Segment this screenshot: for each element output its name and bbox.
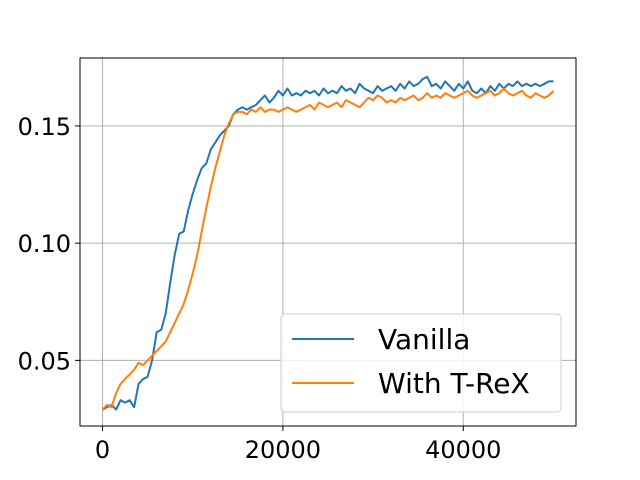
series-line-vanilla: [102, 75, 554, 411]
axis-ticks: 0 20000 40000 0.05 0.10 0.15: [18, 113, 502, 464]
x-tick-label: 40000: [425, 436, 501, 464]
x-tick-label: 20000: [245, 436, 321, 464]
legend: Vanilla With T-ReX: [280, 313, 562, 413]
legend-label-vanilla: Vanilla: [378, 323, 470, 356]
legend-label-with-t-rex: With T-ReX: [378, 367, 530, 400]
plot-frame: [79, 57, 577, 427]
series-line-with-t-rex: [101, 87, 555, 411]
y-tick-label: 0.15: [18, 113, 71, 141]
x-tick-label: 0: [95, 436, 110, 464]
y-tick-label: 0.10: [18, 230, 71, 258]
series-lines: [101, 75, 555, 411]
y-tick-label: 0.05: [18, 347, 71, 375]
